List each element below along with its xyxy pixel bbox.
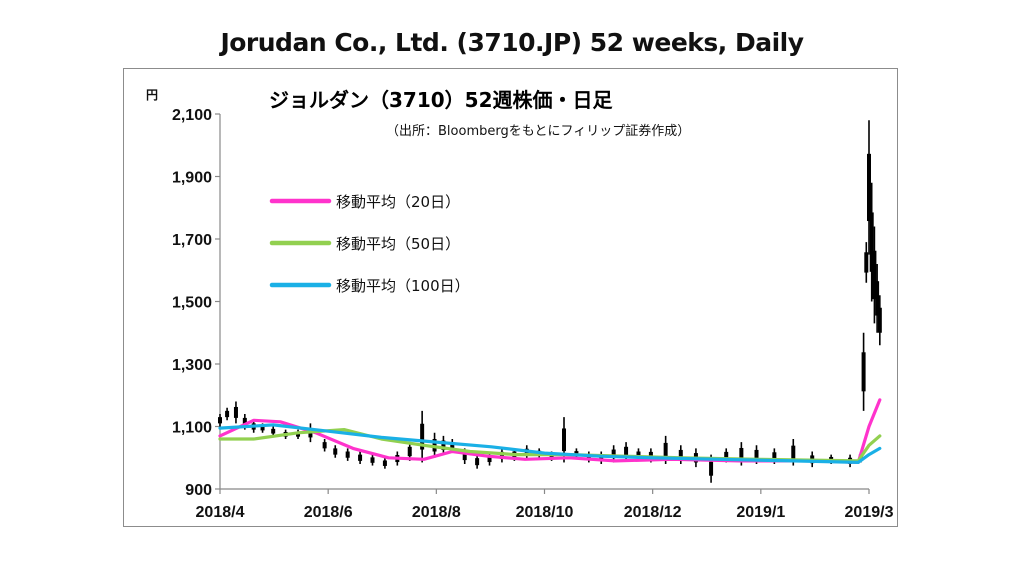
price-candle-body xyxy=(345,451,350,458)
price-candle-body xyxy=(407,446,412,457)
price-candle-body xyxy=(420,423,425,450)
price-candle-body xyxy=(678,449,683,460)
legend: 移動平均（20日） 移動平均（50日） 移動平均（100日） xyxy=(269,193,470,295)
series-line xyxy=(218,423,882,464)
price-candle-body xyxy=(636,451,641,458)
price-candle-body xyxy=(867,153,871,222)
price-candle-body xyxy=(260,425,265,431)
y-unit-label: 円 xyxy=(146,88,158,102)
source-note: （出所：Bloombergをもとにフィリップ証券作成） xyxy=(386,123,690,139)
price-candle-body xyxy=(358,454,363,461)
price-candle-body xyxy=(724,451,729,459)
price-candle-body xyxy=(877,307,882,333)
stock-price-chart: ジョルダン（3710）52週株価・日足 （出所：Bloombergをもとにフィリ… xyxy=(146,88,894,521)
x-tick-label: 2018/6 xyxy=(304,504,353,521)
price-candle-body xyxy=(322,442,327,449)
price-candle-body xyxy=(487,455,492,463)
x-tick-label: 2019/1 xyxy=(736,504,785,521)
x-tick-label: 2018/8 xyxy=(412,504,461,521)
price-candle-body xyxy=(499,451,504,459)
page-title: Jorudan Co., Ltd. (3710.JP) 52 weeks, Da… xyxy=(220,28,804,57)
price-candle-body xyxy=(333,448,338,455)
price-candle-body xyxy=(624,446,629,457)
price-candle-body xyxy=(754,449,759,460)
price-candle-body xyxy=(382,460,387,466)
price-candle-body xyxy=(441,440,446,450)
y-tick-label: 1,700 xyxy=(172,232,212,249)
price-candle-body xyxy=(872,250,877,300)
price-candle-body xyxy=(861,352,866,392)
price-candle-body xyxy=(709,461,714,476)
y-tick-label: 1,900 xyxy=(172,170,212,187)
moving-average-lines xyxy=(218,398,882,464)
price-candle-body xyxy=(739,447,744,460)
y-tick-label: 900 xyxy=(185,482,212,499)
price-candle-body xyxy=(663,442,668,457)
price-candle-body xyxy=(462,452,467,461)
chart-title: ジョルダン（3710）52週株価・日足 xyxy=(269,88,613,112)
x-tick-label: 2019/3 xyxy=(845,504,894,521)
price-candle-body xyxy=(562,428,567,452)
x-axis: 2018/4 2018/6 2018/8 2018/10 2018/12 2019/1 20… xyxy=(196,488,894,521)
price-candle-body xyxy=(611,449,616,459)
price-candle-body xyxy=(242,417,247,426)
price-candle-body xyxy=(370,457,375,463)
price-candle-body xyxy=(475,458,480,466)
y-tick-label: 2,100 xyxy=(172,107,212,124)
price-candle-body xyxy=(225,410,230,418)
y-tick-label: 1,500 xyxy=(172,295,212,312)
price-candle-body xyxy=(864,252,869,273)
price-candle-body xyxy=(772,452,777,461)
y-axis: 900 1,100 1,300 1,500 1,700 1,900 2,100 xyxy=(172,107,221,499)
y-tick-label: 1,300 xyxy=(172,357,212,374)
legend-label: 移動平均（20日） xyxy=(336,193,460,211)
price-candle-body xyxy=(875,281,880,316)
price-candle-body xyxy=(450,442,455,449)
legend-label: 移動平均（50日） xyxy=(336,235,460,253)
legend-label: 移動平均（100日） xyxy=(336,277,470,295)
x-tick-label: 2018/4 xyxy=(196,504,245,521)
price-candle-body xyxy=(791,445,796,459)
y-tick-label: 1,100 xyxy=(172,420,212,437)
price-candle-body xyxy=(271,428,276,434)
x-tick-label: 2018/12 xyxy=(624,504,682,521)
x-tick-label: 2018/10 xyxy=(516,504,574,521)
price-candle-body xyxy=(218,417,222,424)
price-candle-body xyxy=(869,212,874,272)
price-candle-body xyxy=(233,406,238,418)
chart-frame: ジョルダン（3710）52週株価・日足 （出所：Bloombergをもとにフィリ… xyxy=(123,68,898,527)
